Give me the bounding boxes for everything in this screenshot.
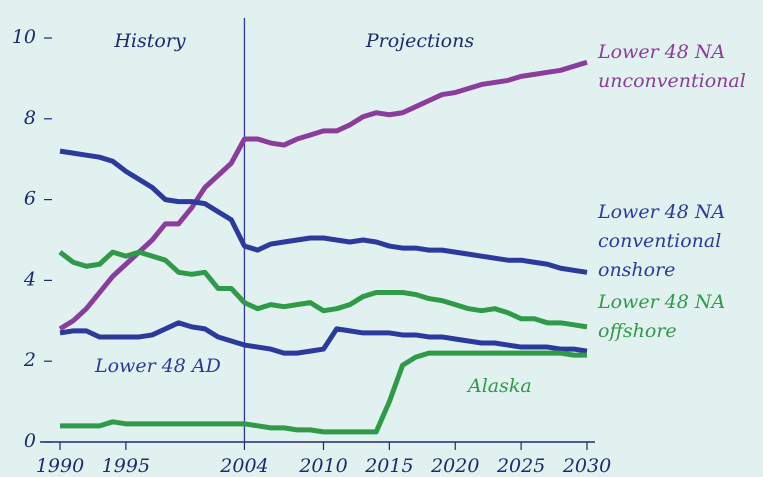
x-tick-label: 1990 [36, 455, 84, 477]
y-tick-label: 10 [12, 26, 36, 48]
x-tick-label: 2015 [364, 455, 413, 477]
series-label: Alaska [468, 375, 532, 397]
y-tick-label: 4 [23, 268, 36, 290]
x-tick-label: 2020 [430, 455, 479, 477]
series-line [59, 320, 588, 356]
annotation: History [113, 30, 186, 52]
series-line [59, 148, 588, 275]
x-tick-label: 2010 [298, 455, 347, 477]
y-tick-label: 8 [24, 107, 36, 129]
series-line [58, 59, 588, 332]
x-tick-label: 2030 [562, 455, 611, 477]
series-line [58, 249, 588, 330]
series-line [60, 350, 587, 435]
y-tick-label: 6 [24, 188, 36, 210]
series-label: Lower 48 AD [95, 355, 221, 377]
y-tick-label: 2 [23, 349, 36, 371]
series-label: Lower 48 NA conventional onshore [598, 201, 726, 281]
x-tick-label: 1995 [102, 455, 150, 477]
series-label: Lower 48 NA unconventional [598, 41, 746, 92]
x-tick-label: 2025 [496, 455, 545, 477]
y-tick-label: 0 [24, 430, 36, 452]
annotation: Projections [365, 30, 474, 52]
x-tick-label: 2004 [219, 455, 268, 477]
series-label: Lower 48 NA offshore [598, 291, 726, 342]
